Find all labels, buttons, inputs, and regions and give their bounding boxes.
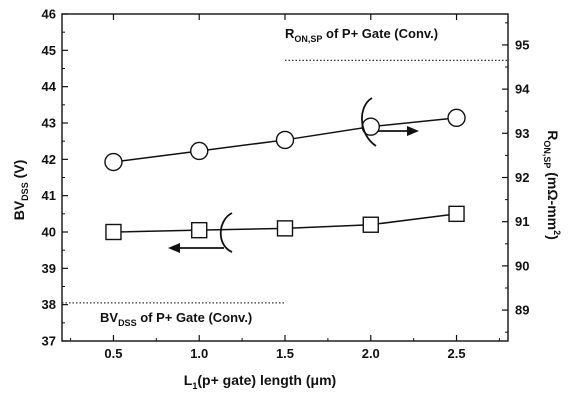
y-left-tick-label: 42 [42,152,56,167]
x-tick-label: 1.0 [190,346,208,361]
y-axis-right-title-pre: R [545,130,561,140]
axes: 0.5 1.0 1.5 2.0 2.5 37 38 39 40 41 42 43 44 45 46 89 90 9… [42,7,531,362]
data-point-square [105,223,122,241]
x-axis-title-post: (p+ gate) length (μm) [197,372,336,388]
annotation-ron-conv: RON,SP of P+ Gate (Conv.) [285,26,438,44]
series [104,108,466,241]
data-point-circle [447,108,466,128]
annotation-bvdss-conv: BVDSS of P+ Gate (Conv.) [100,310,252,328]
plot-frame [61,13,509,342]
annotation-ron-conv-pre: R [285,26,295,41]
data-point-square [276,220,294,237]
right-axis-arrow-head [407,126,419,136]
y-right-tick-label: 92 [515,170,529,185]
y-left-tick-label: 46 [42,7,56,22]
y-left-tick-label: 41 [42,188,56,203]
y-left-tick-label: 37 [42,334,56,349]
axis-indicator-arrows [168,97,419,253]
x-axis-title: L1(p+ gate) length (μm) [184,372,336,391]
y-left-tick-label: 45 [42,43,56,58]
data-point-circle [104,152,123,172]
reference-lines [62,59,508,304]
data-point-square [448,205,465,223]
y-left-tick-label: 39 [42,261,56,276]
y-axis-left-title-post: (V) [11,160,27,183]
x-axis-title-pre: L [184,372,193,388]
y-axis-left-title: BVDSS (V) [11,160,30,221]
data-point-circle [275,130,295,150]
data-point-square [191,221,208,239]
annotation-ron-conv-sub: ON,SP [294,34,322,44]
y-axis-right-title-post: (mΩ-mm [545,168,561,230]
x-tick-label: 0.5 [104,346,122,361]
annotation-ron-conv-post: of P+ Gate (Conv.) [322,26,438,41]
data-point-square [362,216,379,233]
y-left-tick-label: 44 [42,79,57,94]
annotation-bvdss-conv-pre: BV [100,310,118,325]
y-right-tick-label: 91 [515,214,529,229]
annotation-bvdss-conv-post: of P+ Gate (Conv.) [137,310,253,325]
x-tick-label: 2.5 [447,346,465,361]
y-axis-right-title-sub: ON,SP [542,140,552,168]
right-axis-curl [361,97,377,147]
left-axis-curl [219,212,233,253]
y-left-tick-label: 38 [42,297,56,312]
y-axis-left-title-sub: DSS [20,182,30,201]
annotation-bvdss-conv-sub: DSS [118,318,137,328]
y-right-tick-label: 93 [515,126,529,141]
y-axis-left-title-pre: BV [11,200,27,220]
left-axis-arrow-head [168,243,180,253]
y-left-tick-label: 43 [42,116,56,131]
y-right-tick-label: 90 [515,258,529,273]
x-tick-label: 1.5 [276,346,294,361]
y-right-tick-label: 94 [515,82,530,97]
y-right-tick-label: 95 [515,37,529,52]
y-left-tick-label: 40 [42,225,56,240]
x-tick-label: 2.0 [362,346,380,361]
x-axis-title-sub: 1 [192,381,197,391]
y-axis-right-title-sup: 2 [552,230,562,235]
y-axis-right-title-end: ) [545,235,561,240]
y-right-tick-label: 89 [515,303,529,318]
data-point-circle [190,141,209,161]
y-axis-right-title: RON,SP (mΩ-mm2) [542,130,562,240]
